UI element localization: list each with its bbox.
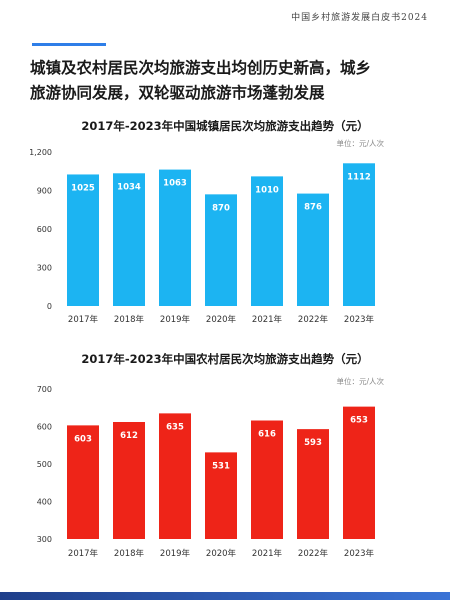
rural-bar [343, 406, 375, 539]
urban-category-label: 2020年 [206, 314, 237, 325]
urban-bar [343, 163, 375, 306]
rural-category-label: 2017年 [68, 548, 99, 559]
rural-value-label: 612 [120, 431, 138, 441]
rural-value-label: 616 [258, 430, 276, 440]
rural-bar [159, 413, 191, 539]
rural-bar [205, 452, 237, 539]
urban-bar [297, 193, 329, 306]
urban-ytick-label: 300 [37, 264, 52, 273]
urban-ytick-label: 600 [37, 225, 52, 234]
urban-value-label: 1112 [347, 172, 371, 182]
urban-category-label: 2022年 [298, 314, 329, 325]
urban-category-label: 2017年 [68, 314, 99, 325]
bottom-bar [0, 592, 450, 600]
rural-ytick-label: 300 [37, 535, 52, 544]
urban-ytick-label: 1,200 [29, 148, 52, 157]
urban-category-label: 2019年 [160, 314, 191, 325]
urban-bar [251, 176, 283, 306]
rural-category-label: 2022年 [298, 548, 329, 559]
rural-bar [67, 425, 99, 539]
rural-chart-title: 2017年-2023年中国农村居民次均旅游支出趋势（元） [81, 352, 369, 366]
rural-category-label: 2019年 [160, 548, 191, 559]
headline-line-2: 旅游协同发展，双轮驱动旅游市场蓬勃发展 [30, 84, 325, 102]
urban-value-label: 1034 [117, 182, 141, 192]
document-header: 中国乡村旅游发展白皮书2024 [291, 13, 428, 23]
urban-category-label: 2018年 [114, 314, 145, 325]
rural-value-label: 593 [304, 438, 322, 448]
urban-category-label: 2021年 [252, 314, 283, 325]
rural-category-label: 2020年 [206, 548, 237, 559]
rural-value-label: 635 [166, 422, 184, 432]
urban-chart-title: 2017年-2023年中国城镇居民次均旅游支出趋势（元） [81, 119, 369, 133]
rural-bar [251, 420, 283, 539]
urban-category-label: 2023年 [344, 314, 375, 325]
urban-bar [159, 169, 191, 306]
headline: 城镇及农村居民次均旅游支出均创历史新高，城乡 旅游协同发展，双轮驱动旅游市场蓬勃… [30, 56, 426, 106]
urban-value-label: 870 [212, 203, 230, 213]
rural-ytick-label: 600 [37, 423, 52, 432]
urban-unit-label: 单位：元/人次 [336, 138, 384, 148]
accent-line [32, 43, 106, 46]
urban-spending-chart: 0 300 600 900 1,200 单位：元/人次 1025 2017年 1034 2018年… [29, 138, 384, 325]
rural-spending-chart: 300 400 500 600 700 单位：元/人次 603 2017年 612 2018年 63… [37, 376, 385, 559]
rural-unit-label: 单位：元/人次 [336, 376, 384, 386]
rural-value-label: 603 [74, 434, 92, 444]
urban-ytick-label: 900 [37, 187, 52, 196]
urban-bar [205, 194, 237, 306]
rural-category-label: 2023年 [344, 548, 375, 559]
rural-bar [297, 429, 329, 539]
urban-ytick-label: 0 [47, 302, 52, 311]
headline-line-1: 城镇及农村居民次均旅游支出均创历史新高，城乡 [30, 59, 372, 77]
urban-value-label: 876 [304, 203, 322, 213]
urban-bar [113, 173, 145, 306]
rural-value-label: 653 [350, 416, 368, 426]
urban-bar [67, 174, 99, 306]
rural-bar [113, 422, 145, 539]
urban-value-label: 1025 [71, 183, 95, 193]
rural-category-label: 2021年 [252, 548, 283, 559]
rural-ytick-label: 700 [37, 385, 52, 394]
urban-value-label: 1010 [255, 185, 279, 195]
rural-value-label: 531 [212, 461, 230, 471]
urban-value-label: 1063 [163, 179, 187, 189]
rural-ytick-label: 500 [37, 460, 52, 469]
rural-ytick-label: 400 [37, 498, 52, 507]
rural-category-label: 2018年 [114, 548, 145, 559]
